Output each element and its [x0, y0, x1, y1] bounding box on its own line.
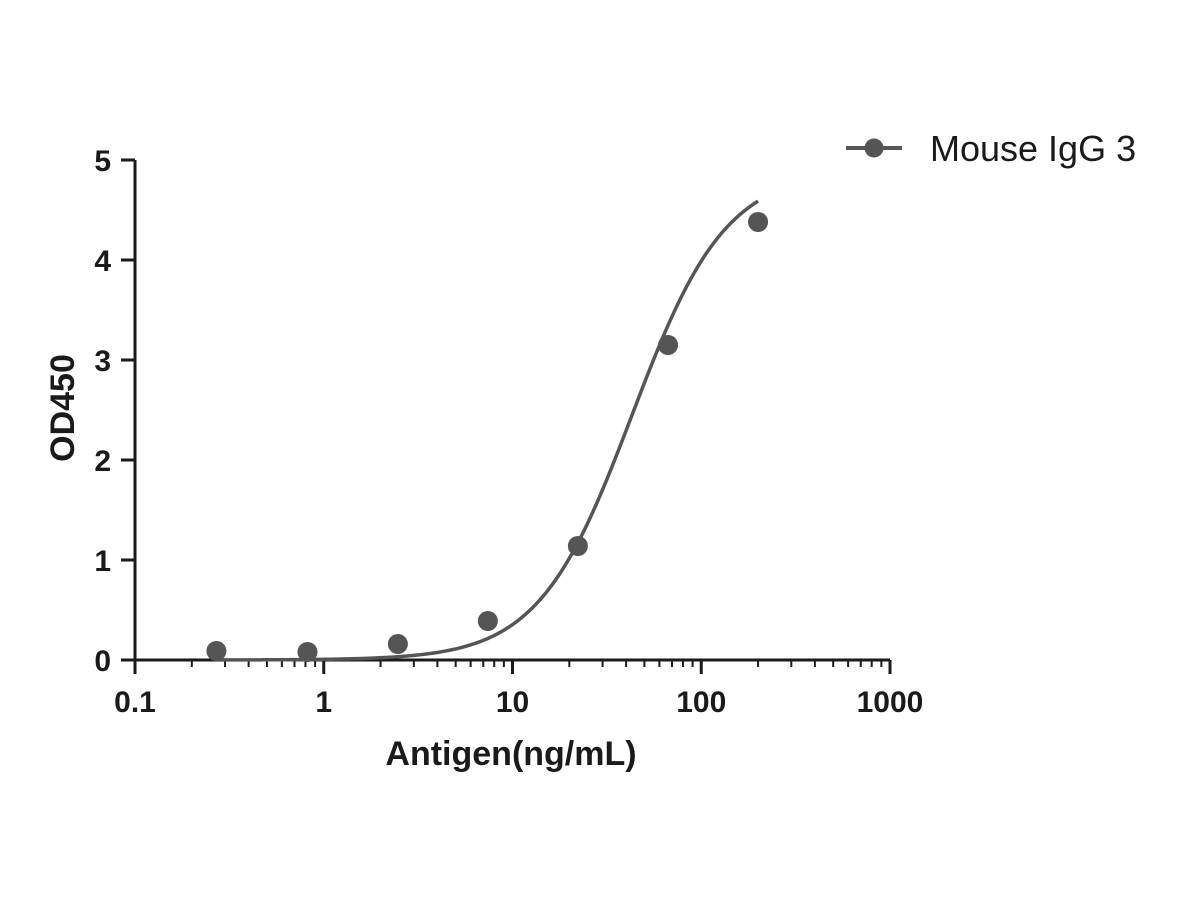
legend-marker — [864, 138, 884, 158]
x-tick-label-2: 10 — [496, 686, 529, 719]
curve-layer — [216, 199, 760, 662]
y-tick-label-3: 3 — [94, 345, 111, 378]
x-tick-label-4: 1000 — [857, 686, 924, 719]
fit-curve-series-0 — [216, 199, 760, 662]
data-point-0-2 — [387, 634, 408, 654]
y-axis-title: OD450 — [44, 354, 82, 462]
data-point-0-0 — [206, 641, 227, 661]
y-tick-label-4: 4 — [94, 245, 111, 278]
data-point-0-1 — [297, 642, 318, 662]
data-point-0-5 — [658, 335, 679, 355]
y-tick-label-0: 0 — [94, 645, 111, 678]
y-tick-label-1: 1 — [94, 545, 111, 578]
legend: Mouse IgG 3 — [846, 128, 1136, 169]
axes-layer: 0.1 1 10 100 1000 0 1 2 3 4 5 — [94, 145, 923, 719]
y-tick-label-2: 2 — [94, 445, 111, 478]
data-point-0-4 — [567, 536, 588, 556]
y-tick-label-5: 5 — [94, 145, 111, 178]
x-tick-label-3: 100 — [676, 686, 726, 719]
x-tick-label-1: 1 — [315, 686, 332, 719]
data-point-0-6 — [748, 212, 769, 232]
points-layer — [206, 212, 769, 662]
data-point-0-3 — [477, 611, 498, 631]
x-axis-title: Antigen(ng/mL) — [385, 735, 636, 773]
legend-label-mouse-igg3: Mouse IgG 3 — [930, 128, 1136, 169]
x-tick-label-0: 0.1 — [114, 686, 156, 719]
